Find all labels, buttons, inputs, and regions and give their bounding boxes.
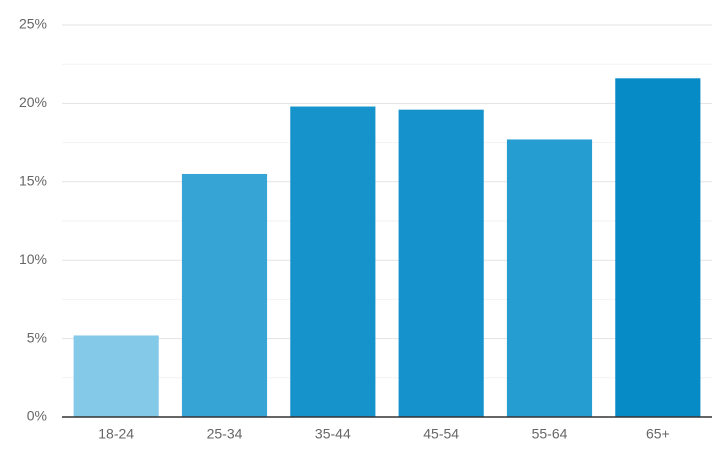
x-tick-label: 65+ <box>646 426 670 442</box>
x-tick-label: 55-64 <box>532 426 568 442</box>
y-tick-label: 10% <box>19 251 47 267</box>
y-tick-label: 20% <box>19 94 47 110</box>
y-tick-label: 25% <box>19 16 47 32</box>
x-tick-label: 18-24 <box>98 426 134 442</box>
y-tick-label: 0% <box>27 408 47 424</box>
x-tick-label: 45-54 <box>423 426 459 442</box>
bar <box>506 139 593 418</box>
x-tick-label: 35-44 <box>315 426 351 442</box>
y-tick-label: 5% <box>27 329 47 345</box>
bar <box>181 173 268 417</box>
bar <box>398 109 484 417</box>
y-tick-label: 15% <box>19 173 47 189</box>
bar <box>73 335 159 417</box>
x-tick-label: 25-34 <box>207 426 243 442</box>
bar <box>615 78 701 417</box>
bar <box>290 106 376 417</box>
